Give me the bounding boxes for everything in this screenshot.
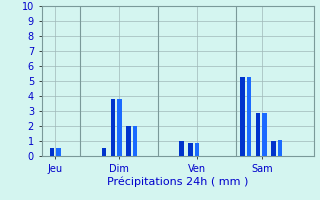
- Bar: [278, 140, 282, 156]
- Bar: [188, 143, 193, 156]
- Bar: [117, 99, 122, 156]
- Bar: [195, 143, 199, 156]
- Bar: [256, 112, 260, 156]
- Bar: [126, 126, 131, 156]
- Bar: [101, 148, 106, 156]
- Bar: [111, 99, 115, 156]
- Bar: [262, 112, 267, 156]
- X-axis label: Précipitations 24h ( mm ): Précipitations 24h ( mm ): [107, 176, 248, 187]
- Bar: [271, 141, 276, 156]
- Bar: [240, 76, 244, 156]
- Bar: [247, 76, 251, 156]
- Bar: [56, 148, 61, 156]
- Bar: [132, 126, 137, 156]
- Bar: [179, 141, 184, 156]
- Bar: [50, 148, 54, 156]
